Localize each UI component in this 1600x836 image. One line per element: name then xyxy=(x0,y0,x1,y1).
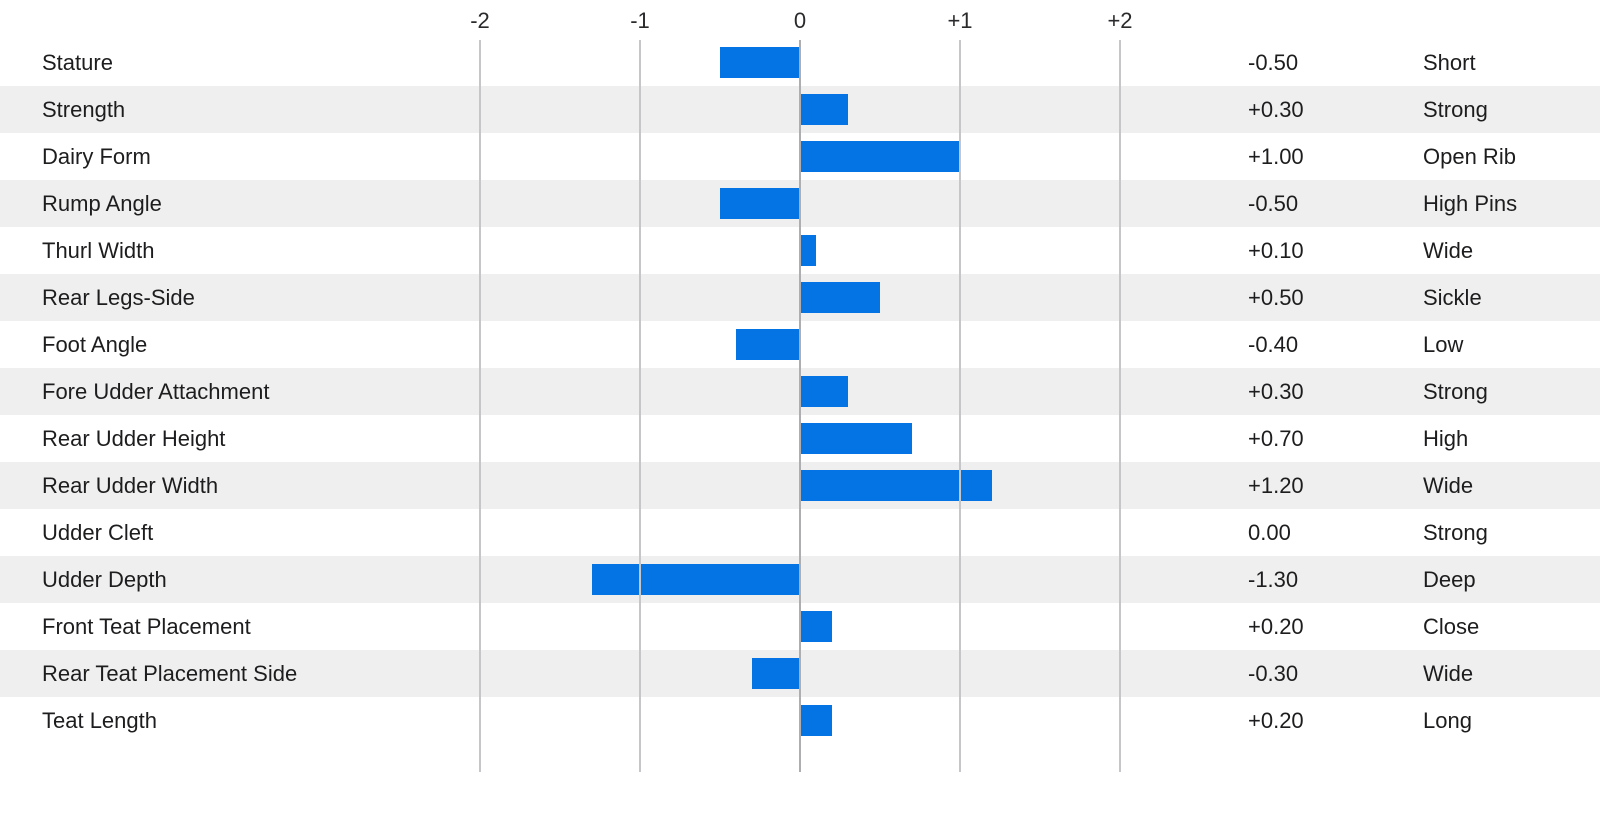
gridline-zero xyxy=(799,40,801,772)
trait-label: Fore Udder Attachment xyxy=(42,378,270,404)
axis-tick-minus2: -2 xyxy=(470,8,490,33)
axis-tick-plus2: +2 xyxy=(1107,8,1133,33)
trait-bar xyxy=(736,329,800,360)
trait-row: Thurl Width +0.10 Wide xyxy=(0,227,1600,274)
trait-label: Foot Angle xyxy=(42,331,148,357)
trait-descriptor: Strong xyxy=(1423,378,1488,404)
trait-value: +0.70 xyxy=(1248,425,1304,451)
trait-label: Rump Angle xyxy=(42,190,162,216)
trait-label: Udder Depth xyxy=(42,566,167,592)
trait-bar xyxy=(800,470,992,501)
trait-value: -1.30 xyxy=(1248,566,1299,592)
trait-value: 0.00 xyxy=(1248,519,1291,545)
trait-descriptor: Short xyxy=(1423,49,1476,75)
trait-descriptor: High xyxy=(1423,425,1469,451)
trait-descriptor: High Pins xyxy=(1423,190,1518,216)
trait-label: Teat Length xyxy=(42,707,157,733)
trait-descriptor: Wide xyxy=(1423,660,1474,686)
trait-row: Foot Angle -0.40 Low xyxy=(0,321,1600,368)
trait-value: +0.50 xyxy=(1248,284,1304,310)
trait-bar xyxy=(800,94,848,125)
trait-descriptor: Long xyxy=(1423,707,1472,733)
trait-value: -0.40 xyxy=(1248,331,1299,357)
trait-value: +0.10 xyxy=(1248,237,1304,263)
trait-bar xyxy=(720,47,800,78)
trait-row: Front Teat Placement +0.20 Close xyxy=(0,603,1600,650)
trait-row: Dairy Form +1.00 Open Rib xyxy=(0,133,1600,180)
trait-descriptor: Strong xyxy=(1423,96,1488,122)
trait-value: -0.30 xyxy=(1248,660,1299,686)
trait-label: Thurl Width xyxy=(42,237,155,263)
trait-label: Rear Udder Width xyxy=(42,472,219,498)
trait-bar xyxy=(800,705,832,736)
axis-tick-plus1: +1 xyxy=(947,8,973,33)
trait-label: Strength xyxy=(42,96,126,122)
trait-descriptor: Sickle xyxy=(1423,284,1482,310)
trait-value: +0.30 xyxy=(1248,378,1304,404)
trait-value: -0.50 xyxy=(1248,190,1299,216)
trait-bar xyxy=(800,423,912,454)
trait-descriptor: Close xyxy=(1423,613,1480,639)
trait-label: Front Teat Placement xyxy=(42,613,251,639)
trait-bar xyxy=(800,141,960,172)
gridline-plus1 xyxy=(959,40,961,772)
trait-row: Teat Length +0.20 Long xyxy=(0,697,1600,744)
trait-descriptor: Open Rib xyxy=(1423,143,1516,169)
trait-value: +0.20 xyxy=(1248,613,1304,639)
trait-bar xyxy=(800,235,816,266)
axis-tick-zero: 0 xyxy=(793,8,807,33)
trait-value: +1.00 xyxy=(1248,143,1304,169)
trait-value: +1.20 xyxy=(1248,472,1304,498)
trait-descriptor: Low xyxy=(1423,331,1464,357)
gridline-minus1 xyxy=(639,40,641,772)
trait-bar xyxy=(752,658,800,689)
trait-descriptor: Wide xyxy=(1423,472,1474,498)
trait-bar xyxy=(720,188,800,219)
trait-descriptor: Deep xyxy=(1423,566,1476,592)
trait-label: Rear Legs-Side xyxy=(42,284,195,310)
trait-value: +0.20 xyxy=(1248,707,1304,733)
gridline-minus2 xyxy=(479,40,481,772)
trait-descriptor: Strong xyxy=(1423,519,1488,545)
trait-label: Udder Cleft xyxy=(42,519,154,545)
trait-value: -0.50 xyxy=(1248,49,1299,75)
trait-row: Rear Udder Height +0.70 High xyxy=(0,415,1600,462)
trait-value: +0.30 xyxy=(1248,96,1304,122)
trait-label: Stature xyxy=(42,49,113,75)
trait-descriptor: Wide xyxy=(1423,237,1474,263)
trait-label: Dairy Form xyxy=(42,143,151,169)
gridline-plus2 xyxy=(1119,40,1121,772)
axis-tick-minus1: -1 xyxy=(630,8,650,33)
trait-label: Rear Teat Placement Side xyxy=(42,660,298,686)
trait-bar xyxy=(800,376,848,407)
trait-row: Stature -0.50 Short xyxy=(0,39,1600,86)
trait-row: Udder Cleft 0.00 Strong xyxy=(0,509,1600,556)
trait-label: Rear Udder Height xyxy=(42,425,226,451)
trait-bar xyxy=(800,611,832,642)
trait-bar xyxy=(592,564,800,595)
trait-bar xyxy=(800,282,880,313)
